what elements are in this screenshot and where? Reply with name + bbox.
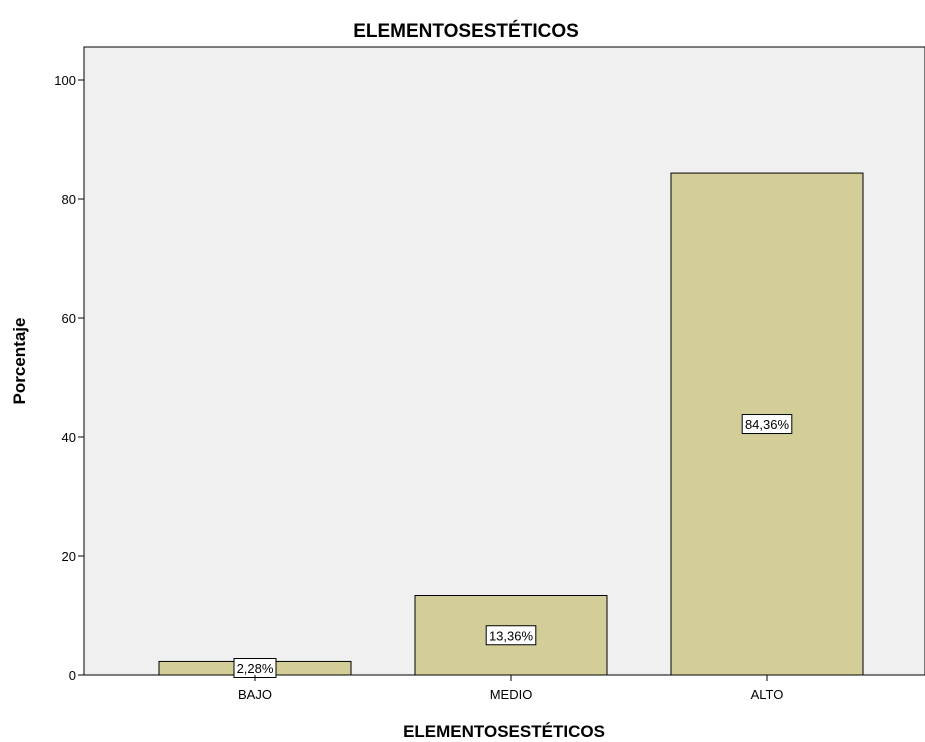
data-label: 84,36% — [745, 417, 790, 432]
chart-title: ELEMENTOSESTÉTICOS — [353, 20, 579, 42]
y-axis-title: Porcentaje — [10, 318, 29, 405]
data-label-box — [741, 414, 793, 435]
x-axis-title: ELEMENTOSESTÉTICOS — [403, 722, 605, 741]
data-label: 2,28% — [237, 661, 274, 676]
y-tick-label: 40 — [62, 430, 76, 445]
x-tick-label: MEDIO — [490, 687, 533, 702]
y-tick-label: 80 — [62, 192, 76, 207]
y-tick-label: 20 — [62, 549, 76, 564]
y-tick-label: 60 — [62, 311, 76, 326]
x-tick-label: BAJO — [238, 687, 272, 702]
x-axis: BAJO MEDIO ALTO — [238, 675, 783, 702]
data-label-box — [485, 625, 537, 646]
data-label: 13,36% — [489, 628, 534, 643]
x-tick-label: ALTO — [751, 687, 784, 702]
y-axis: 0 20 40 60 80 100 — [54, 73, 84, 683]
bars-group: 2,28% 13,36% 84,36% — [158, 172, 864, 678]
y-tick-label: 0 — [69, 668, 76, 683]
y-tick-label: 100 — [54, 73, 76, 88]
